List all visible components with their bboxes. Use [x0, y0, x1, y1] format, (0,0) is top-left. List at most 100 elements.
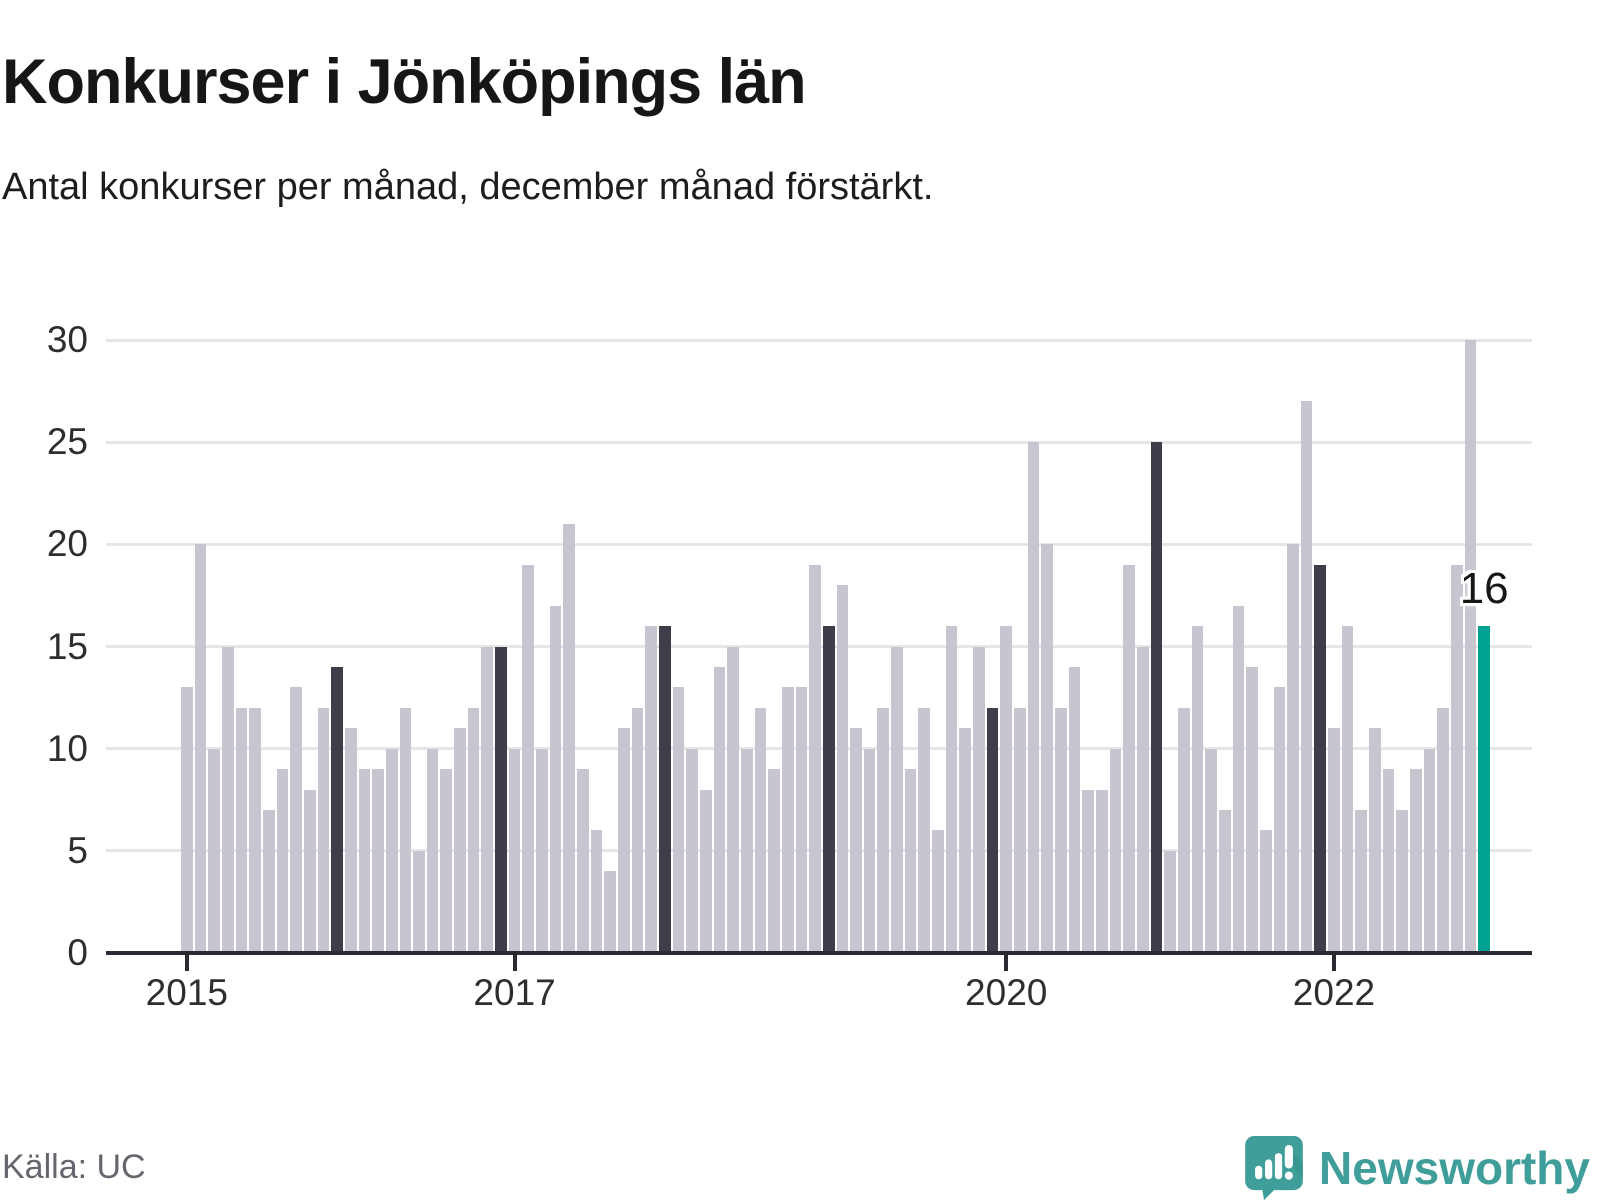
bar	[1164, 851, 1176, 953]
bar	[631, 708, 644, 953]
y-axis-tick-label: 25	[46, 421, 88, 463]
bar	[1410, 769, 1422, 953]
bar	[399, 708, 412, 953]
y-axis-tick-label: 10	[46, 727, 88, 769]
page-title: Konkurser i Jönköpings län	[2, 47, 807, 118]
newsworthy-speech-bubble-chart-icon	[1245, 1136, 1303, 1200]
bar	[1328, 728, 1340, 953]
x-axis-line	[106, 951, 1532, 955]
bar	[1082, 790, 1094, 953]
bar	[850, 728, 862, 953]
bar	[221, 647, 234, 953]
bar	[1123, 565, 1135, 953]
bar	[385, 749, 398, 953]
bar	[1246, 667, 1258, 953]
bar	[836, 585, 849, 953]
bar	[1232, 606, 1245, 953]
x-axis-tick	[512, 953, 517, 971]
bar	[1382, 769, 1395, 953]
y-axis-tick-label: 5	[67, 829, 88, 871]
bar	[1273, 687, 1286, 953]
bar	[1314, 565, 1327, 953]
bar	[1369, 728, 1381, 953]
bar	[563, 524, 576, 953]
x-axis-tick-label: 2020	[965, 972, 1048, 1013]
bar	[331, 667, 343, 953]
x-axis-tick-label: 2017	[473, 972, 556, 1013]
bar	[181, 687, 193, 953]
source-label: Källa: UC	[2, 1148, 146, 1186]
bar	[1191, 626, 1204, 953]
bar	[877, 708, 890, 953]
bar	[495, 647, 507, 953]
bar	[959, 728, 972, 953]
bar	[481, 647, 494, 953]
bar	[1109, 749, 1122, 953]
bar	[754, 708, 767, 953]
bar	[1300, 401, 1313, 953]
bar	[1451, 565, 1463, 953]
gridline	[106, 338, 1532, 342]
y-axis-tick-label: 30	[46, 319, 88, 360]
bar-series	[181, 340, 1490, 953]
bar	[372, 769, 384, 953]
bar	[235, 708, 248, 953]
bar	[1041, 544, 1053, 953]
bar	[918, 708, 931, 953]
bar	[658, 626, 671, 953]
bar	[1095, 790, 1108, 953]
bar	[822, 626, 835, 953]
y-axis-tick-label: 20	[46, 523, 88, 565]
bar	[590, 830, 603, 953]
newsworthy-wordmark: Newsworthy	[1319, 1142, 1590, 1194]
bar	[932, 830, 944, 953]
bar	[549, 606, 562, 953]
bar	[1014, 708, 1026, 953]
x-axis-tick	[1331, 953, 1336, 971]
bar	[344, 728, 357, 953]
bar	[604, 871, 616, 953]
bar	[1205, 749, 1217, 953]
bar	[358, 769, 371, 953]
bar	[863, 749, 876, 953]
y-axis-tick-label: 15	[46, 625, 88, 667]
chart-subtitle: Antal konkurser per månad, december måna…	[2, 166, 934, 208]
bar	[1177, 708, 1190, 953]
bar	[1355, 810, 1368, 953]
bar	[194, 544, 207, 953]
bar	[618, 728, 630, 953]
bar	[973, 647, 985, 953]
x-axis-tick	[184, 953, 189, 971]
bar	[467, 708, 480, 953]
gridline	[106, 440, 1532, 444]
x-axis-tick-label: 2022	[1292, 972, 1376, 1013]
bar	[1423, 749, 1436, 953]
bar	[713, 667, 726, 953]
bar	[795, 687, 808, 953]
y-axis-tick-label: 0	[67, 932, 88, 973]
bar	[1055, 708, 1067, 953]
bar	[440, 769, 453, 953]
bar	[1027, 442, 1040, 953]
bar	[1136, 647, 1149, 953]
bar	[1287, 544, 1299, 953]
bar	[454, 728, 466, 953]
bar	[413, 851, 425, 953]
bar	[891, 647, 903, 953]
bar	[699, 790, 712, 953]
bar	[208, 749, 220, 953]
bar	[781, 687, 794, 953]
bar	[303, 790, 316, 953]
latest-value-label: 16	[1459, 564, 1509, 614]
x-axis-tick-label: 2015	[145, 972, 228, 1013]
bar	[1437, 708, 1450, 953]
bar	[317, 708, 330, 953]
bar	[290, 687, 302, 953]
bar	[672, 687, 685, 953]
x-axis-tick	[1004, 953, 1009, 971]
bar	[768, 769, 780, 953]
bar	[1464, 340, 1477, 953]
bar	[986, 708, 999, 953]
bar	[262, 810, 275, 953]
bar	[1068, 667, 1081, 953]
